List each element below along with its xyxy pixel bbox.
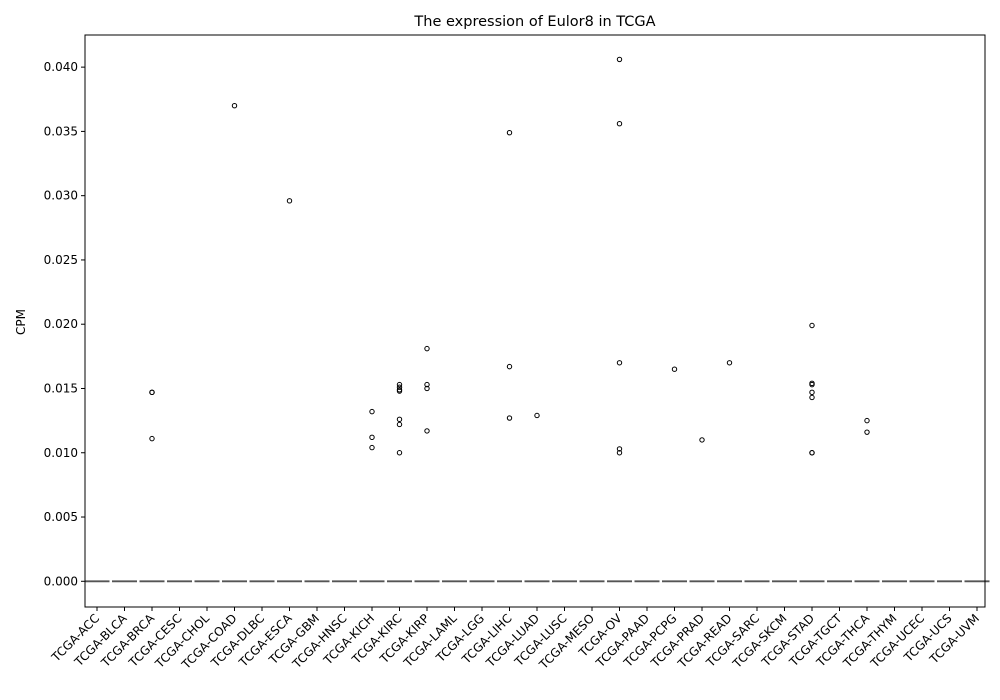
y-tick-label: 0.005 — [44, 510, 78, 524]
y-tick-label: 0.030 — [44, 189, 78, 203]
outlier-point — [809, 389, 815, 396]
outlier-point — [396, 384, 403, 390]
y-axis: 0.000 0.005 0.010 0.015 0.020 0.025 0.030 0.035… — [44, 60, 85, 588]
y-axis-label: CPM — [14, 309, 28, 335]
chart-title: The expression of Eulor8 in TCGA — [413, 14, 655, 30]
outlier-point — [396, 388, 403, 394]
outlier-point — [506, 415, 513, 421]
y-tick-label: 0.010 — [44, 446, 78, 460]
outlier-point — [424, 381, 430, 388]
outlier-point — [616, 56, 623, 63]
outlier-point — [396, 421, 403, 428]
outlier-point — [534, 412, 540, 419]
y-tick-label: 0.035 — [44, 124, 78, 138]
outlier-point — [699, 437, 705, 443]
outlier-point — [369, 408, 375, 415]
outlier-point — [506, 129, 513, 136]
y-tick-label: 0.025 — [44, 253, 78, 267]
outlier-point — [396, 381, 403, 388]
plot-area — [84, 56, 990, 583]
outlier-point — [369, 434, 375, 441]
outlier-point — [616, 450, 623, 456]
outlier-point — [726, 360, 733, 366]
outlier-point — [809, 381, 815, 388]
outlier-point — [809, 450, 815, 456]
outlier-point — [149, 435, 155, 442]
outlier-point — [506, 363, 513, 370]
outlier-point — [424, 385, 430, 392]
outlier-point — [396, 450, 403, 456]
y-tick-label: 0.040 — [44, 60, 78, 74]
outlier-point — [286, 198, 293, 204]
outlier-point — [616, 120, 623, 127]
y-tick-label: 0.000 — [44, 574, 78, 588]
outlier-point — [369, 444, 375, 451]
outlier-point — [864, 417, 870, 424]
outlier-point — [231, 102, 238, 109]
outlier-point — [809, 394, 815, 401]
outlier-point — [396, 416, 403, 423]
outlier-point — [149, 389, 155, 396]
outlier-point — [424, 345, 430, 352]
plot-frame — [84, 34, 986, 608]
outlier-point — [671, 366, 678, 372]
y-tick-label: 0.015 — [44, 381, 78, 395]
outlier-point — [864, 429, 870, 435]
y-tick-label: 0.020 — [44, 317, 78, 331]
outlier-point — [616, 446, 623, 452]
outlier-point — [616, 360, 623, 366]
outlier-point — [424, 428, 430, 434]
outlier-point — [809, 322, 815, 329]
